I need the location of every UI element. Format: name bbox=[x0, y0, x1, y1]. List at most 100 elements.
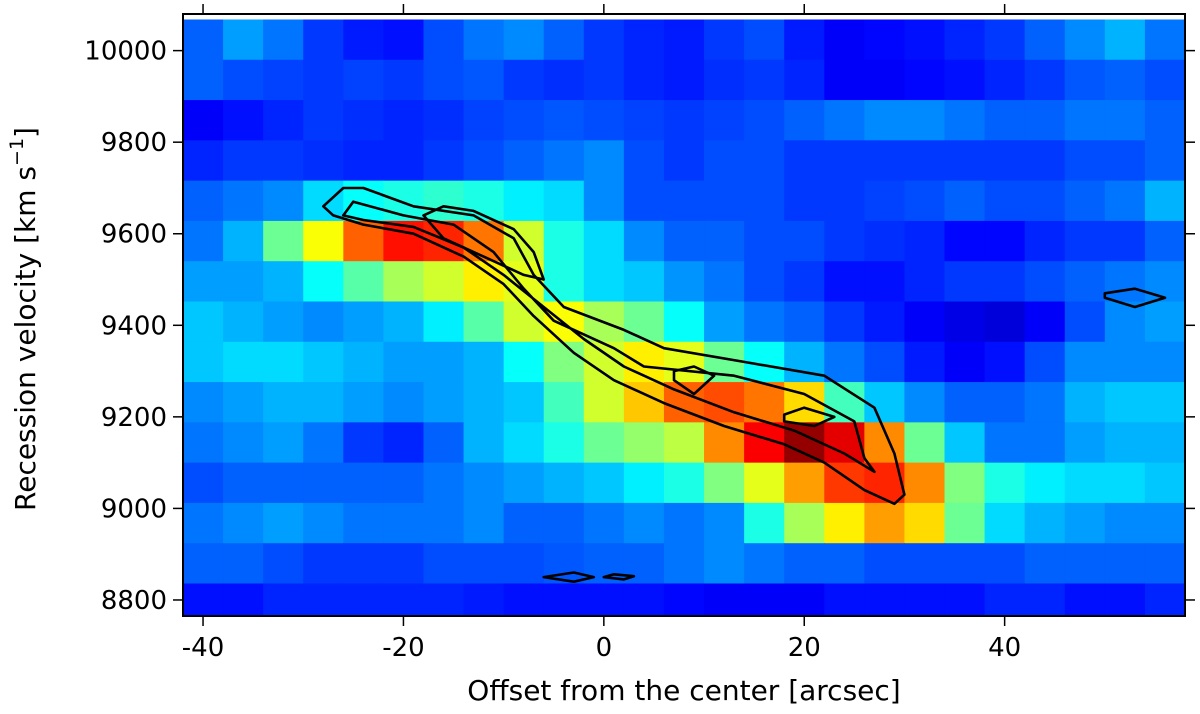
y-tick-label: 8800 bbox=[101, 586, 167, 616]
heatmap-cell bbox=[864, 341, 906, 383]
heatmap-cell bbox=[704, 301, 745, 343]
heatmap-cell bbox=[744, 59, 785, 101]
heatmap-cell bbox=[463, 261, 505, 303]
heatmap-cell bbox=[423, 59, 465, 101]
heatmap-cell bbox=[383, 583, 425, 617]
x-axis-ticks: -40 -20 0 20 40 bbox=[182, 4, 1021, 663]
heatmap-cell bbox=[1064, 220, 1106, 262]
heatmap-cell bbox=[303, 583, 344, 617]
heatmap-cell bbox=[944, 382, 986, 423]
heatmap-cell bbox=[1144, 543, 1186, 585]
heatmap-cell bbox=[383, 462, 425, 504]
heatmap-cell bbox=[223, 502, 264, 544]
heatmap-cell bbox=[383, 59, 425, 101]
heatmap-cell bbox=[784, 180, 825, 222]
heatmap-cell bbox=[543, 462, 585, 504]
heatmap-cell bbox=[784, 19, 825, 61]
heatmap-cell bbox=[263, 59, 304, 101]
heatmap-cell bbox=[583, 502, 625, 544]
heatmap-cell bbox=[864, 382, 906, 423]
heatmap-cell bbox=[704, 462, 745, 504]
heatmap-cell bbox=[744, 100, 785, 141]
heatmap-cell bbox=[904, 502, 946, 544]
heatmap-cell bbox=[423, 180, 465, 222]
heatmap-cell bbox=[663, 462, 705, 504]
heatmap-cell bbox=[1104, 462, 1146, 504]
heatmap-cell bbox=[583, 19, 625, 61]
heatmap-cell bbox=[824, 301, 865, 343]
heatmap-cell bbox=[303, 543, 344, 585]
heatmap-cell bbox=[423, 100, 465, 141]
heatmap-cell bbox=[704, 422, 745, 464]
heatmap-cell bbox=[1144, 140, 1186, 182]
heatmap-cell bbox=[944, 261, 986, 303]
heatmap-cell bbox=[183, 462, 224, 504]
heatmap-cell bbox=[303, 341, 344, 383]
heatmap-cell bbox=[383, 502, 425, 544]
heatmap-cell bbox=[183, 382, 224, 423]
heatmap-cell bbox=[784, 140, 825, 182]
heatmap-cell bbox=[183, 422, 224, 464]
heatmap-cell bbox=[223, 59, 264, 101]
heatmap-cell bbox=[423, 301, 465, 343]
heatmap-cell bbox=[824, 341, 865, 383]
heatmap-cell bbox=[223, 462, 264, 504]
heatmap-cell bbox=[824, 543, 865, 585]
heatmap-cell bbox=[583, 100, 625, 141]
heatmap-cell bbox=[1104, 583, 1146, 617]
heatmap-cell bbox=[623, 19, 665, 61]
heatmap-cell bbox=[423, 261, 465, 303]
heatmap-cell bbox=[1024, 341, 1066, 383]
heatmap-cell bbox=[343, 100, 384, 141]
heatmap-cell bbox=[1024, 19, 1066, 61]
heatmap-cell bbox=[303, 19, 344, 61]
heatmap-cell bbox=[623, 59, 665, 101]
heatmap-cell bbox=[824, 140, 865, 182]
heatmap-cell bbox=[1104, 422, 1146, 464]
heatmap-cell bbox=[303, 261, 344, 303]
heatmap-cell bbox=[1144, 502, 1186, 544]
heatmap-cell bbox=[343, 59, 384, 101]
heatmap-cell bbox=[543, 583, 585, 617]
heatmap-cell bbox=[784, 502, 825, 544]
heatmap-cell bbox=[303, 59, 344, 101]
heatmap-cell bbox=[1064, 382, 1106, 423]
heatmap-cell bbox=[303, 462, 344, 504]
heatmap-cell bbox=[263, 382, 304, 423]
heatmap-cell bbox=[623, 100, 665, 141]
heatmap-cell bbox=[183, 261, 224, 303]
heatmap-cell bbox=[383, 341, 425, 383]
heatmap-cell bbox=[984, 462, 1026, 504]
heatmap-cell bbox=[1064, 543, 1106, 585]
heatmap-cell bbox=[744, 502, 785, 544]
heatmap-cell bbox=[1144, 583, 1186, 617]
heatmap-cell bbox=[784, 543, 825, 585]
heatmap-cell bbox=[383, 19, 425, 61]
contour-line bbox=[341, 200, 876, 474]
heatmap-cell bbox=[503, 583, 545, 617]
heatmap-cell bbox=[503, 502, 545, 544]
heatmap-cell bbox=[944, 100, 986, 141]
heatmap-cell bbox=[1024, 382, 1066, 423]
heatmap-cell bbox=[1144, 59, 1186, 101]
heatmap-cell bbox=[343, 583, 384, 617]
heatmap-cell bbox=[944, 462, 986, 504]
heatmap-cell bbox=[423, 462, 465, 504]
heatmap-cell bbox=[704, 543, 745, 585]
heatmap-cell bbox=[704, 502, 745, 544]
heatmap-cell bbox=[1024, 220, 1066, 262]
heatmap-cell bbox=[864, 543, 906, 585]
heatmap-cell bbox=[864, 59, 906, 101]
heatmap-cell bbox=[944, 422, 986, 464]
y-tick-label: 10000 bbox=[84, 37, 167, 67]
heatmap-cell bbox=[704, 583, 745, 617]
heatmap-cell bbox=[503, 140, 545, 182]
heatmap-cell bbox=[744, 220, 785, 262]
heatmap-cell bbox=[663, 261, 705, 303]
heatmap-cell bbox=[263, 301, 304, 343]
heatmap-cell bbox=[1064, 140, 1106, 182]
heatmap-cell bbox=[663, 19, 705, 61]
heatmap-cell bbox=[1024, 301, 1066, 343]
heatmap-cell bbox=[984, 583, 1026, 617]
